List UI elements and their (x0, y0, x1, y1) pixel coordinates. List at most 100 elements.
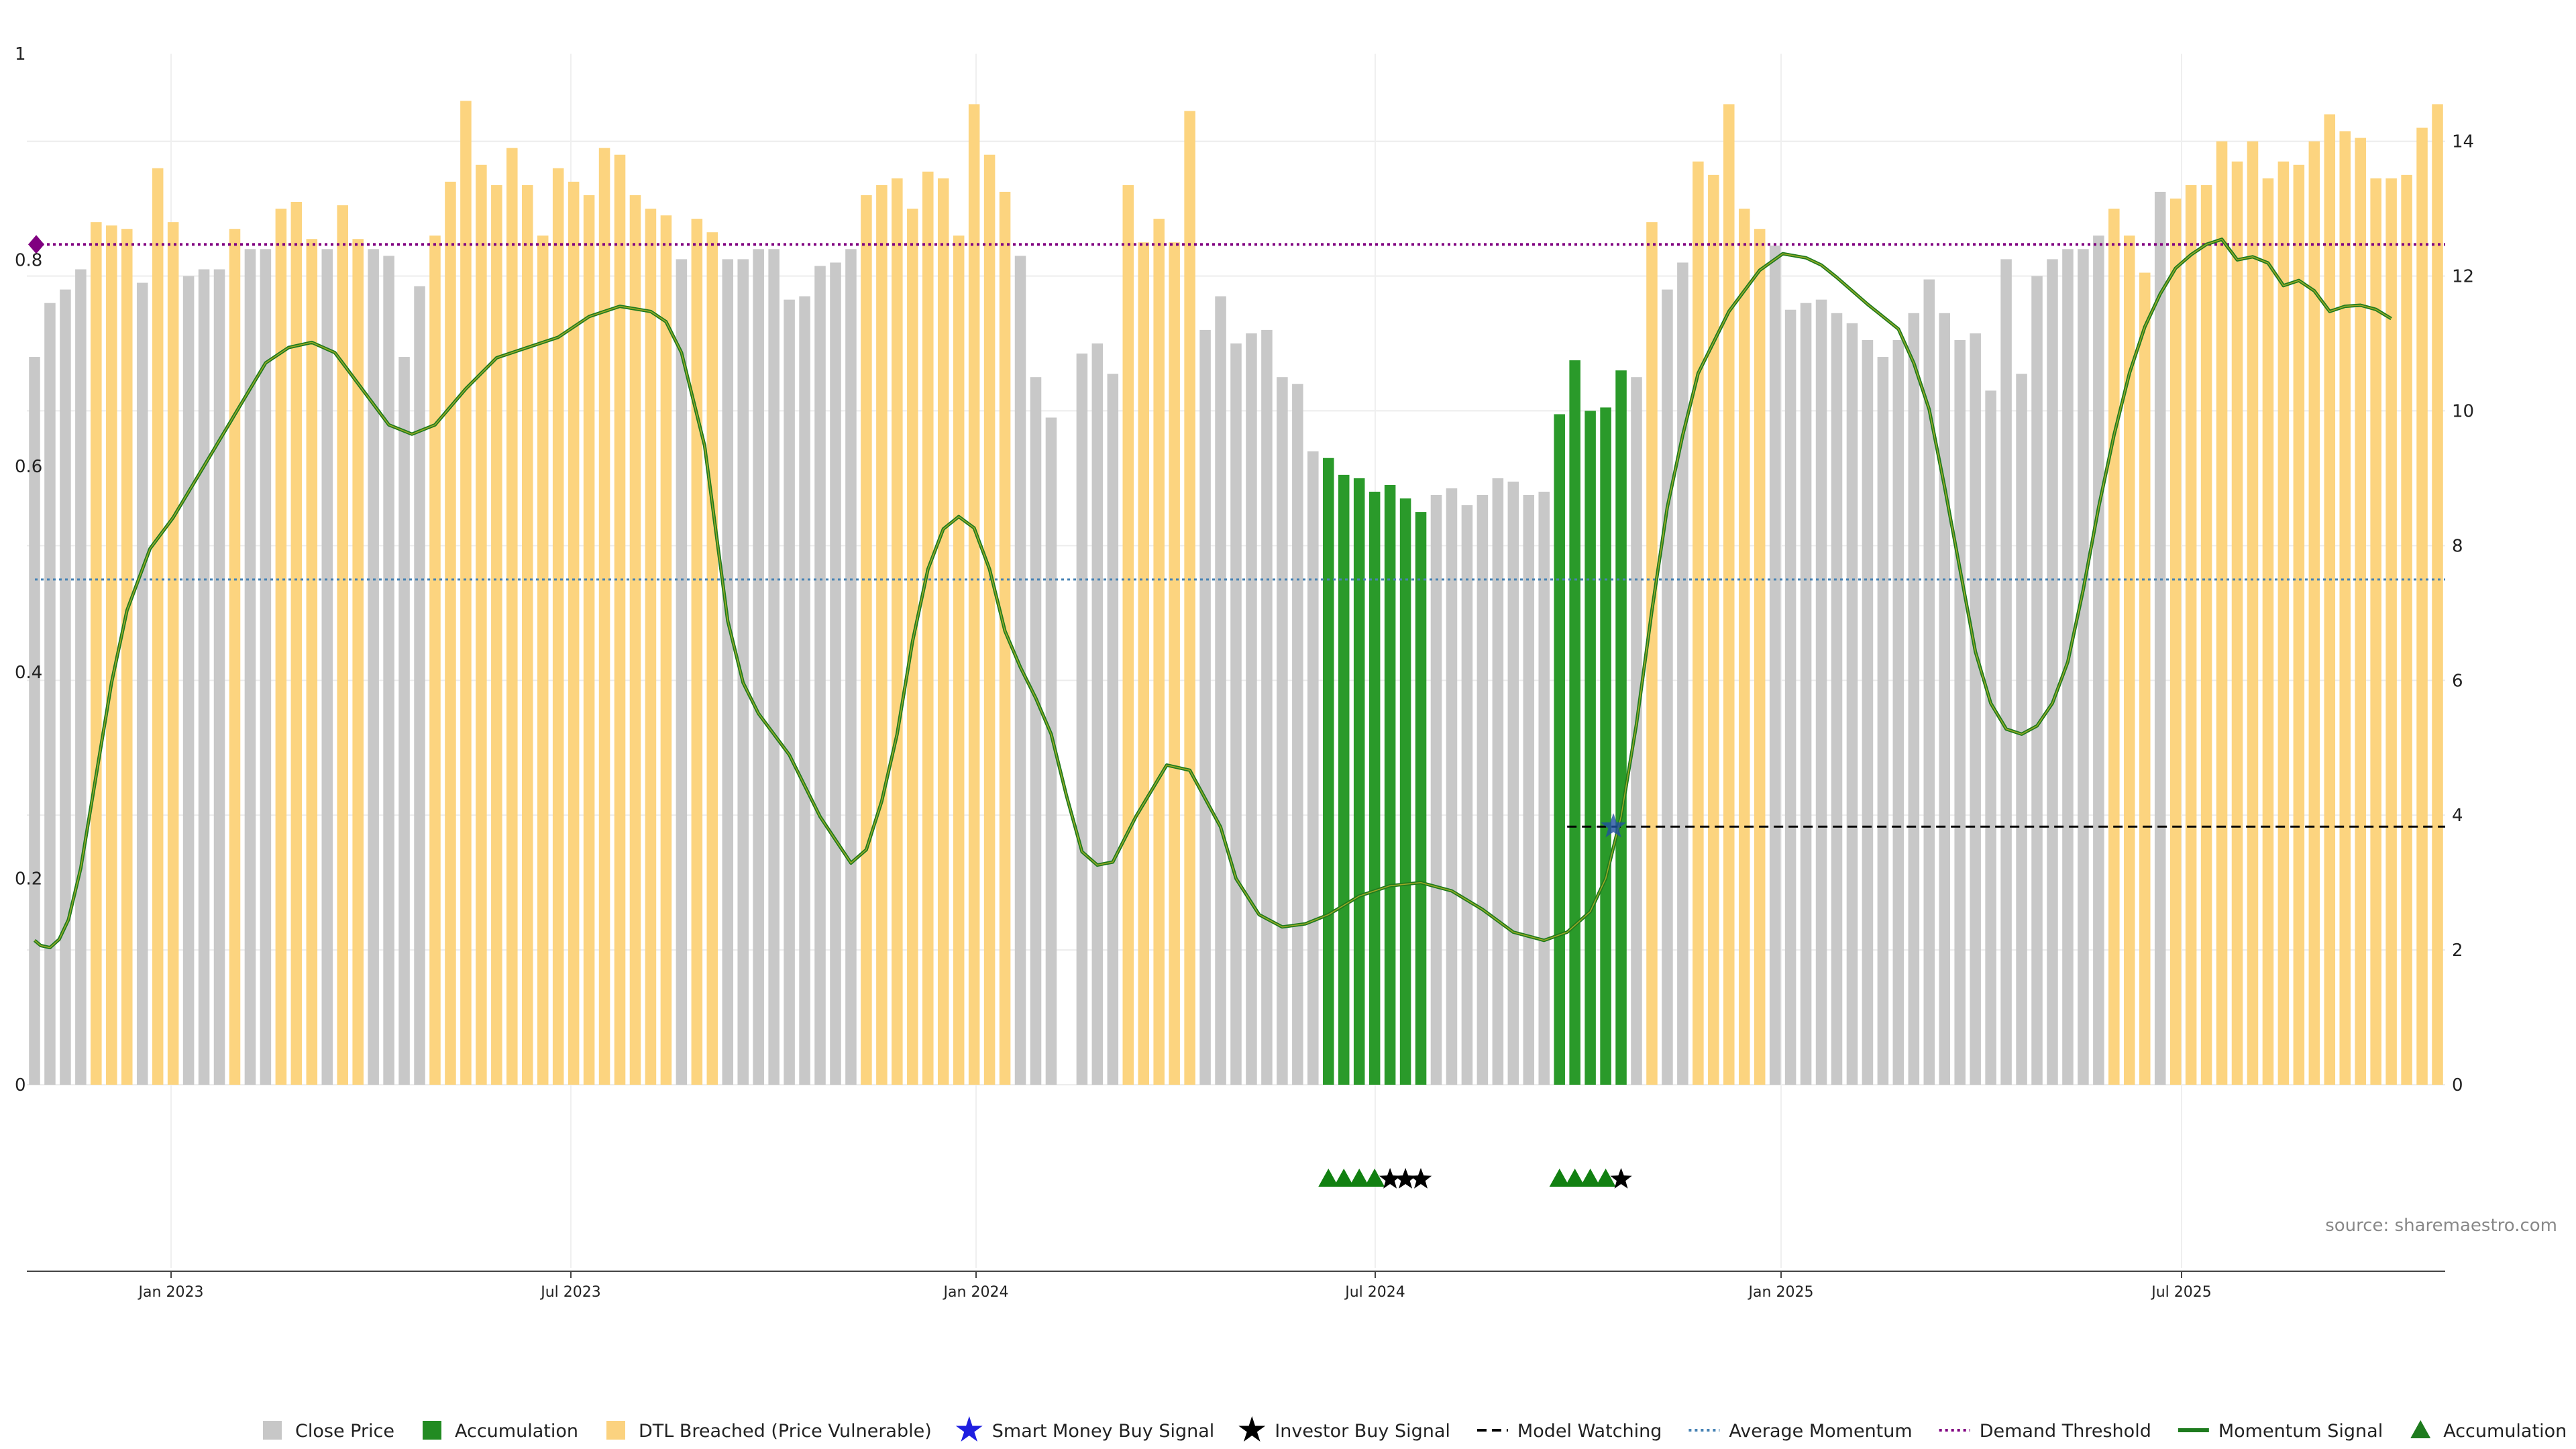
left-axis-tick-label: 0.6 (15, 457, 42, 477)
dtl-breached-bar (2124, 235, 2135, 1085)
dtl-breached-bar (629, 195, 641, 1085)
x-axis-tick-label: Jul 2025 (2150, 1284, 2212, 1301)
investor-buy-star (1610, 1168, 1632, 1189)
close-price-bar (1939, 313, 1951, 1085)
dtl-breached-bar (983, 154, 996, 1085)
legend-item-smart: Smart Money Buy Signal (955, 1416, 1214, 1442)
legend-item-accum_marker: Accumulation (2410, 1420, 2567, 1442)
dtl-breached-bar (1169, 242, 1180, 1085)
source-label: source: sharemaestro.com (2325, 1216, 2557, 1236)
dtl-breached-bar (1708, 174, 1719, 1085)
close-price-bar (383, 256, 394, 1085)
dtl-breached-bar (2200, 184, 2212, 1085)
close-price-bar (1877, 357, 1889, 1085)
dtl-breached-bar (2370, 178, 2381, 1085)
dtl-breached-bar (968, 104, 980, 1085)
dtl-breached-bar (2108, 209, 2120, 1085)
accumulation-marker (1595, 1169, 1616, 1187)
close-price-bar (1985, 390, 1996, 1085)
dtl-breached-bar (106, 225, 117, 1085)
close-price-bar (2047, 259, 2058, 1085)
legend-triangle-icon (2410, 1420, 2431, 1438)
dtl-breached-bar (598, 148, 610, 1085)
accumulation-bar (1338, 474, 1350, 1085)
right-axis-tick-label: 8 (2452, 536, 2463, 556)
close-price-bar (414, 286, 425, 1085)
close-price-bar (1662, 289, 1673, 1085)
dtl-breached-bar (476, 164, 487, 1085)
dtl-breached-bar (537, 235, 549, 1085)
close-price-bar (29, 357, 40, 1085)
dtl-breached-bar (922, 171, 934, 1085)
accumulation-bar (1569, 360, 1580, 1085)
dtl-breached-bar (121, 229, 133, 1085)
momentum-signal-highlight (34, 238, 2392, 949)
left-axis-tick-label: 0.8 (15, 250, 42, 270)
accumulation-bar (1353, 478, 1365, 1085)
close-price-bar (1677, 262, 1688, 1085)
legend-swatch (263, 1421, 282, 1440)
left-axis-tick-label: 0.2 (15, 869, 42, 890)
x-axis-tick-label: Jul 2023 (539, 1284, 601, 1301)
x-axis-tick-label: Jan 2025 (1748, 1284, 1814, 1301)
close-price-bar (676, 259, 688, 1085)
close-price-bar (1538, 491, 1550, 1085)
close-price-bar (1908, 313, 1920, 1085)
dtl-breached-bar (861, 195, 872, 1085)
close-price-bar (60, 289, 71, 1085)
close-price-bar (182, 276, 195, 1085)
close-price-bar (398, 357, 410, 1085)
close-price-bar (1045, 417, 1057, 1085)
dtl-breached-bar (691, 219, 703, 1085)
momentum-signal-series (33, 237, 2392, 950)
legend: Close Price Accumulation DTL Breached (Pri… (263, 1416, 2567, 1442)
dtl-breached-bar (2247, 141, 2259, 1085)
accumulation-marker (1549, 1169, 1570, 1187)
dtl-breached-bar (2401, 174, 2412, 1085)
close-price-bar (1107, 374, 1119, 1085)
left-axis-tick-label: 1 (15, 44, 26, 64)
legend-item-dtl: DTL Breached (Price Vulnerable) (606, 1421, 932, 1442)
right-axis-tick-label: 6 (2452, 671, 2463, 691)
accumulation-bar (1615, 370, 1627, 1085)
close-price-bar (722, 259, 734, 1085)
dtl-breached-bar (660, 215, 672, 1085)
close-price-bar (799, 296, 810, 1085)
accumulation-marker (1349, 1169, 1370, 1187)
legend-item-investor: Investor Buy Signal (1238, 1416, 1450, 1442)
close-price-bar (1923, 279, 1935, 1085)
investor-buy-star (1379, 1168, 1401, 1189)
accumulation-marker (1334, 1169, 1354, 1187)
dtl-breached-bar (491, 184, 502, 1085)
dtl-breached-bar (614, 154, 626, 1085)
close-price-bar (1261, 329, 1273, 1085)
dtl-breached-bar (1122, 184, 1134, 1085)
close-price-bar (1307, 451, 1319, 1085)
x-axis-tick-label: Jan 2024 (943, 1284, 1009, 1301)
close-price-bar (737, 259, 749, 1085)
right-axis-tick-label: 14 (2452, 132, 2474, 152)
close-price-bar (1800, 303, 1812, 1085)
dtl-breached-bar (1738, 209, 1750, 1085)
dtl-breached-bar (429, 235, 441, 1085)
close-price-bar (1507, 481, 1519, 1085)
dtl-breached-bar (583, 195, 595, 1085)
close-price-bar (1430, 494, 1442, 1085)
close-price-bar (1230, 343, 1242, 1085)
dtl-breached-bar (2308, 141, 2320, 1085)
close-price-bar (1815, 299, 1827, 1085)
dtl-breached-bar (1184, 111, 1195, 1085)
close-price-bar (784, 299, 795, 1085)
legend-swatch (423, 1421, 441, 1440)
close-price-bar (1091, 343, 1104, 1085)
accumulation-bar (1600, 407, 1611, 1085)
accumulation-bar (1384, 484, 1396, 1085)
close-price-bar (2031, 276, 2043, 1085)
investor-buy-star (1394, 1168, 1417, 1189)
dtl-breached-bar (506, 148, 518, 1085)
dtl-breached-bar (568, 181, 580, 1085)
legend-item-accum: Accumulation (423, 1421, 578, 1442)
close-price-bar (1970, 333, 1981, 1085)
legend-item-signal: Momentum Signal (2178, 1421, 2383, 1442)
